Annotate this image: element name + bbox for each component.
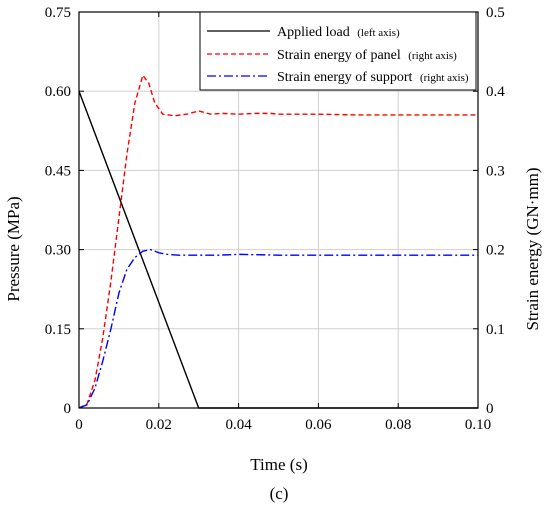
legend-note-panel: (right axis) [408,50,457,62]
series-line-2 [78,248,478,409]
x-axis-title: Time (s) [250,455,307,474]
x-tick-label: 0.06 [305,417,332,433]
ticks: 0 0.02 0.04 0.06 0.08 0.1000.150.300.450.600.… [45,5,506,433]
y-axis-right-title: Strain energy (GN·mm) [523,167,542,330]
legend-name-panel: Strain energy of panel [277,48,401,63]
legend-note-applied-load: (left axis) [357,27,400,39]
x-tick-label: 0.10 [465,417,491,433]
x-tick-label: 0 [75,417,83,433]
y-axis-left-title: Pressure (MPa) [4,196,23,301]
y-left-tick-label: 0.75 [45,5,71,21]
x-tick-label: 0.02 [146,417,172,433]
legend-note-support: (right axis) [420,72,469,84]
y-right-tick-label: 0.1 [486,322,505,338]
y-right-tick-label: 0.3 [486,163,505,179]
legend-label-applied-load: Applied load (left axis) [277,25,400,40]
y-left-tick-label: 0 [64,401,72,417]
y-left-tick-label: 0.30 [45,243,71,259]
legend-box [199,11,477,91]
panel-label: (c) [270,484,289,503]
x-tick-label: 0.08 [385,417,411,433]
legend: Applied load (left axis) Strain energy o… [199,11,477,91]
y-left-tick-label: 0.60 [45,84,71,100]
x-tick-label: 0.04 [225,417,252,433]
legend-label-panel: Strain energy of panel (right axis) [277,48,457,63]
y-right-tick-label: 0.4 [486,84,505,100]
y-left-tick-label: 0.45 [45,163,71,179]
y-right-tick-label: 0.2 [486,243,505,259]
legend-label-support: Strain energy of support (right axis) [277,70,469,85]
y-right-tick-label: 0 [486,401,494,417]
legend-name-support: Strain energy of support [277,70,413,85]
y-right-tick-label: 0.5 [486,5,505,21]
series-line-1 [78,74,478,409]
series-layer [78,74,478,409]
y-left-tick-label: 0.15 [45,322,71,338]
legend-name-applied-load: Applied load [277,25,350,40]
